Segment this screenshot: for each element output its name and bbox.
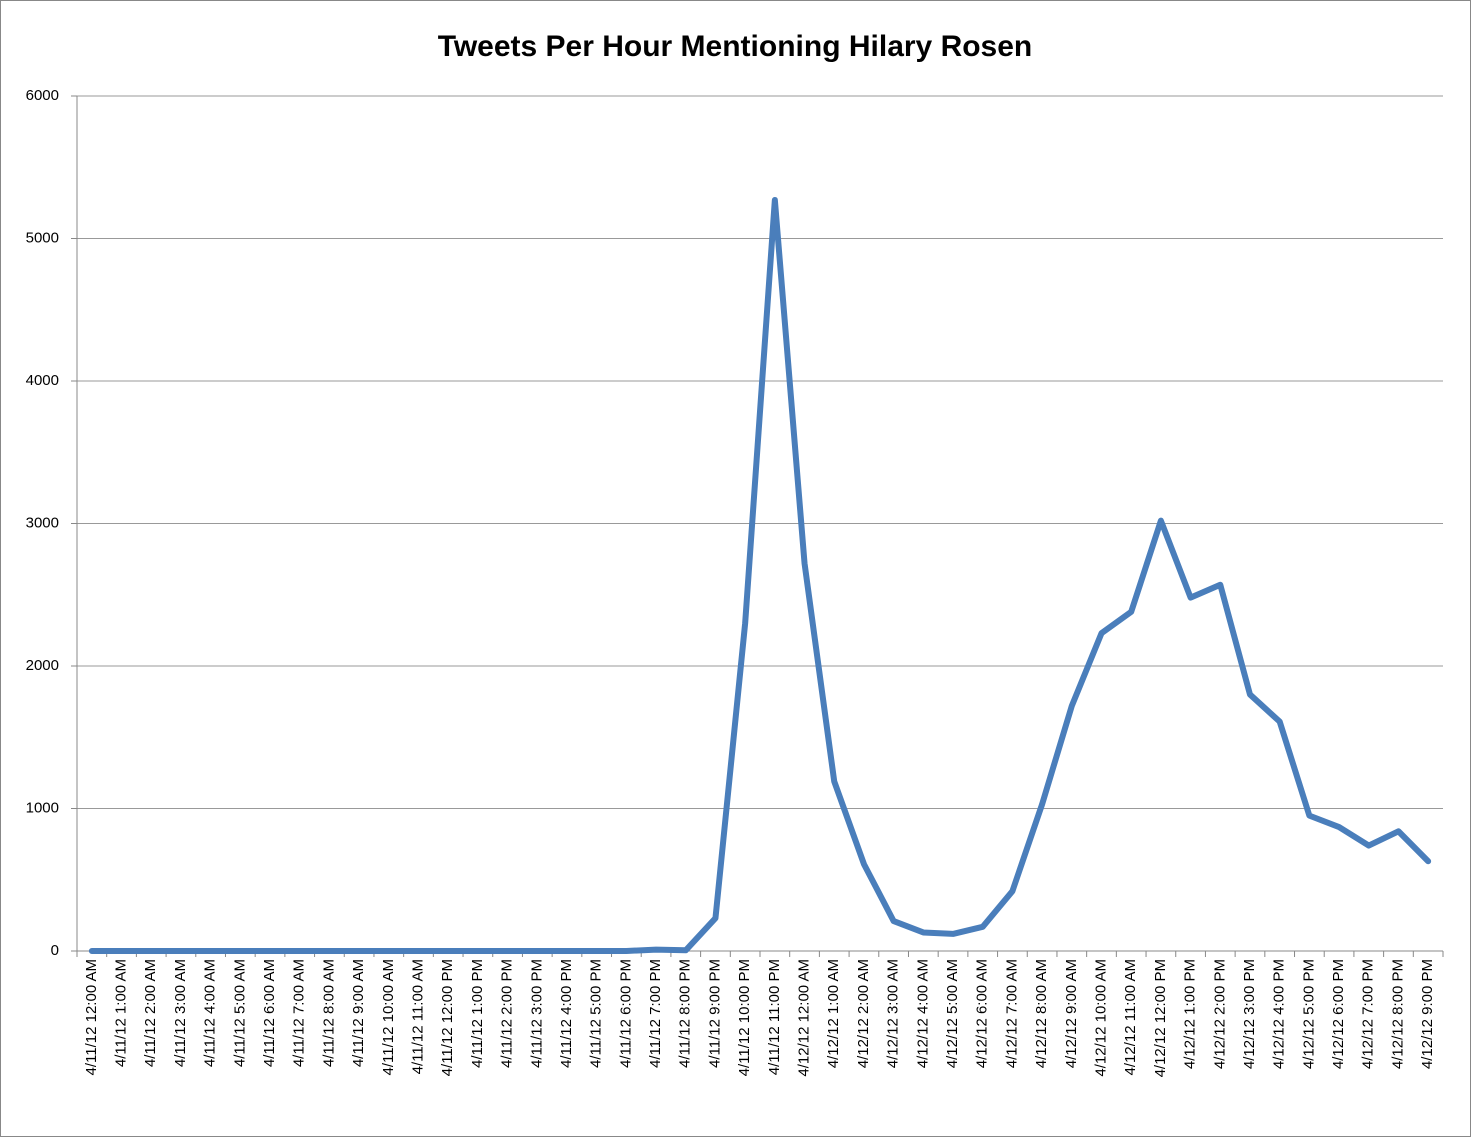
x-tick-label: 4/12/12 10:00 AM [1092, 959, 1109, 1077]
chart-title: Tweets Per Hour Mentioning Hilary Rosen [438, 30, 1033, 63]
x-tick-label: 4/11/12 4:00 AM [202, 959, 219, 1067]
x-tick-label: 4/11/12 7:00 AM [291, 959, 308, 1067]
y-tick-label: 5000 [26, 229, 59, 246]
x-tick-label: 4/11/12 3:00 PM [528, 959, 545, 1068]
x-tick-label: 4/11/12 7:00 PM [647, 959, 664, 1068]
x-tick-label: 4/12/12 5:00 AM [944, 959, 961, 1068]
x-tick-label: 4/11/12 6:00 AM [261, 959, 278, 1067]
y-tick-label: 4000 [26, 372, 59, 389]
x-tick-label: 4/12/12 3:00 PM [1241, 959, 1258, 1069]
y-tick-label: 6000 [26, 87, 59, 104]
x-tick-label: 4/11/12 1:00 PM [469, 959, 486, 1068]
x-tick-label: 4/12/12 2:00 AM [855, 959, 872, 1068]
x-tick-label: 4/11/12 9:00 PM [706, 959, 723, 1068]
x-tick-label: 4/11/12 12:00 AM [83, 959, 100, 1075]
x-tick-label: 4/12/12 8:00 AM [1033, 959, 1050, 1068]
x-tick-label: 4/11/12 9:00 AM [350, 959, 367, 1067]
x-tick-label: 4/11/12 3:00 AM [172, 959, 189, 1067]
x-tick-label: 4/11/12 10:00 AM [380, 959, 397, 1075]
x-tick-label: 4/12/12 7:00 AM [1003, 959, 1020, 1068]
x-tick-label: 4/11/12 5:00 AM [231, 959, 248, 1067]
x-tick-label: 4/12/12 4:00 AM [914, 959, 931, 1068]
x-tick-label: 4/12/12 12:00 AM [796, 959, 813, 1077]
x-tick-label: 4/11/12 6:00 PM [617, 959, 634, 1068]
x-tick-label: 4/12/12 3:00 AM [885, 959, 902, 1068]
x-tick-label: 4/11/12 1:00 AM [113, 959, 130, 1067]
x-tick-label: 4/12/12 1:00 PM [1182, 959, 1199, 1069]
x-tick-label: 4/12/12 9:00 PM [1419, 959, 1436, 1069]
x-tick-label: 4/11/12 10:00 PM [736, 959, 753, 1076]
x-tick-label: 4/12/12 12:00 PM [1152, 959, 1169, 1077]
x-tick-label: 4/12/12 7:00 PM [1360, 959, 1377, 1069]
x-tick-label: 4/11/12 8:00 AM [320, 959, 337, 1067]
x-tick-label: 4/12/12 8:00 PM [1389, 959, 1406, 1069]
x-tick-label: 4/12/12 11:00 AM [1122, 959, 1139, 1075]
data-line [88, 197, 1432, 954]
x-tick-label: 4/11/12 4:00 PM [558, 959, 575, 1068]
x-tick-label: 4/11/12 12:00 PM [439, 959, 456, 1076]
x-tick-label: 4/11/12 11:00 PM [766, 959, 783, 1075]
y-tick-label: 1000 [26, 799, 59, 816]
x-tick-label: 4/11/12 2:00 PM [499, 959, 516, 1068]
x-tick-label: 4/12/12 5:00 PM [1300, 959, 1317, 1069]
x-tick-label: 4/11/12 11:00 AM [409, 959, 426, 1074]
x-tick-label: 4/12/12 9:00 AM [1063, 959, 1080, 1068]
y-tick-label: 3000 [26, 514, 59, 531]
x-tick-label: 4/12/12 4:00 PM [1271, 959, 1288, 1069]
x-tick-label: 4/12/12 2:00 PM [1211, 959, 1228, 1069]
x-tick-label: 4/11/12 5:00 PM [588, 959, 605, 1068]
y-tick-label: 0 [51, 942, 59, 959]
x-tick-label: 4/12/12 6:00 AM [974, 959, 991, 1068]
x-tick-label: 4/12/12 6:00 PM [1330, 959, 1347, 1069]
x-tick-label: 4/11/12 8:00 PM [677, 959, 694, 1068]
x-tick-label: 4/12/12 1:00 AM [825, 959, 842, 1068]
x-tick-label: 4/11/12 2:00 AM [142, 959, 159, 1067]
y-tick-label: 2000 [26, 657, 59, 674]
